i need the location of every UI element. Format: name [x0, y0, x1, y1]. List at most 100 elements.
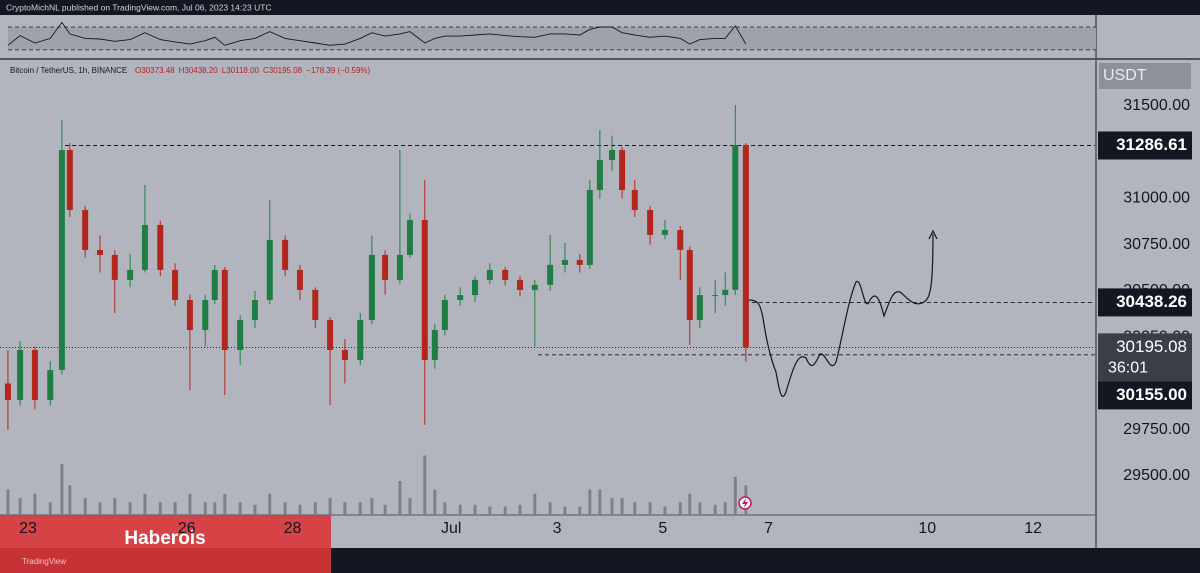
- x-tick-label: 5: [658, 520, 667, 537]
- volume-bar: [688, 493, 692, 515]
- candle-body: [561, 259, 568, 265]
- candle-body: [472, 279, 479, 296]
- candle-body: [586, 190, 593, 265]
- candle-body: [282, 239, 289, 270]
- volume-bar: [588, 489, 592, 515]
- volume-bar: [370, 498, 374, 515]
- volume-bar: [458, 504, 462, 515]
- volume-bar: [548, 502, 552, 515]
- candle-body: [202, 300, 209, 331]
- legend: Bitcoin / TetherUS, 1h, BINANCE O30373.4…: [10, 66, 371, 75]
- x-tick-label: 7: [764, 520, 773, 537]
- volume-bar: [533, 493, 537, 515]
- volume-bar: [488, 506, 492, 515]
- candle-body: [172, 269, 179, 301]
- volume-bar: [313, 502, 317, 515]
- volume-bar: [173, 502, 177, 515]
- candle-body: [357, 320, 364, 360]
- candle-body: [221, 269, 228, 351]
- candle-body: [141, 224, 148, 270]
- watermark: Haberois: [124, 528, 205, 549]
- volume-bar: [98, 502, 102, 515]
- candle-body: [251, 300, 258, 321]
- volume-bar: [268, 493, 272, 515]
- volume-bar: [343, 502, 347, 515]
- logo: TradingView: [22, 557, 66, 566]
- candle-body: [421, 219, 428, 360]
- candle-body: [742, 145, 749, 348]
- candle-body: [96, 249, 103, 255]
- volume-bar: [633, 502, 637, 515]
- x-tick-label: 3: [553, 520, 562, 537]
- y-tick-label: 29500.00: [1123, 467, 1190, 484]
- candle-body: [341, 350, 348, 360]
- candle-body: [722, 289, 729, 296]
- candle-body: [516, 279, 523, 290]
- rsi-line: [7, 21, 747, 46]
- x-tick-label: 28: [284, 520, 302, 537]
- price-badge: [1098, 131, 1192, 160]
- volume-bar: [83, 498, 87, 515]
- candle-body: [661, 229, 668, 235]
- price-badge: [1098, 288, 1192, 317]
- candle-body: [17, 350, 24, 400]
- price-badge-label: 30155.00: [1116, 385, 1187, 404]
- projection-drawing: [748, 233, 934, 397]
- ohlc-label: H30438.20: [179, 66, 219, 75]
- candle-body: [486, 269, 493, 280]
- candle-body: [396, 254, 403, 280]
- volume-bar: [423, 455, 427, 515]
- chart-background: [0, 15, 1200, 548]
- candle-body: [631, 190, 638, 210]
- ohlc-label: −178.39 (−0.59%): [306, 66, 370, 75]
- volume-bar: [33, 493, 37, 515]
- candle-body: [237, 320, 244, 351]
- candle-body: [696, 295, 703, 321]
- ohlc-label: O30373.48: [135, 66, 175, 75]
- volume-bar: [298, 504, 302, 515]
- volume-bar: [648, 502, 652, 515]
- volume-bar: [733, 476, 737, 515]
- publisher: CryptoMichNL published on TradingView.co…: [6, 2, 272, 12]
- candle-body: [441, 300, 448, 331]
- currency-box: [1099, 63, 1191, 89]
- volume-bar: [238, 502, 242, 515]
- symbol: Bitcoin / TetherUS, 1h, BINANCE: [10, 66, 127, 75]
- price-badge-label: 31286.61: [1116, 135, 1187, 154]
- watermark-banner: [0, 515, 331, 573]
- volume-bar: [398, 481, 402, 515]
- volume-bar: [18, 498, 22, 515]
- candle-body: [82, 209, 89, 250]
- candle-body: [186, 300, 193, 331]
- candle-body: [609, 150, 616, 161]
- candle-body: [647, 209, 654, 235]
- candle-body: [596, 160, 603, 191]
- price-badge-label: 30438.26: [1116, 292, 1187, 311]
- volume-bar: [223, 493, 227, 515]
- price-badge: [1098, 381, 1192, 410]
- projection-arrow: [928, 229, 938, 240]
- candle-body: [406, 219, 413, 255]
- volume-bar: [48, 502, 52, 515]
- candle-body: [547, 264, 554, 285]
- price-badge-label: 30195.08: [1116, 337, 1187, 356]
- candle-body: [619, 150, 626, 191]
- candle-body: [127, 269, 134, 280]
- candle-body: [431, 330, 438, 360]
- volume-bar: [620, 498, 624, 515]
- candle-body: [31, 350, 38, 400]
- candle-body: [686, 249, 693, 321]
- x-tick-label: Jul: [441, 520, 461, 537]
- candle-body: [327, 320, 334, 351]
- countdown: 36:01: [1108, 360, 1148, 377]
- y-tick-label: 30750.00: [1123, 236, 1190, 253]
- volume-bar: [383, 504, 387, 515]
- volume-bar: [68, 485, 72, 515]
- volume-bar: [213, 502, 217, 515]
- candle-body: [296, 269, 303, 290]
- candle-body: [157, 224, 164, 270]
- volume-bar: [723, 502, 727, 515]
- event-icon-bolt: [742, 498, 748, 508]
- candle-body: [4, 383, 11, 400]
- candle-body: [58, 150, 65, 370]
